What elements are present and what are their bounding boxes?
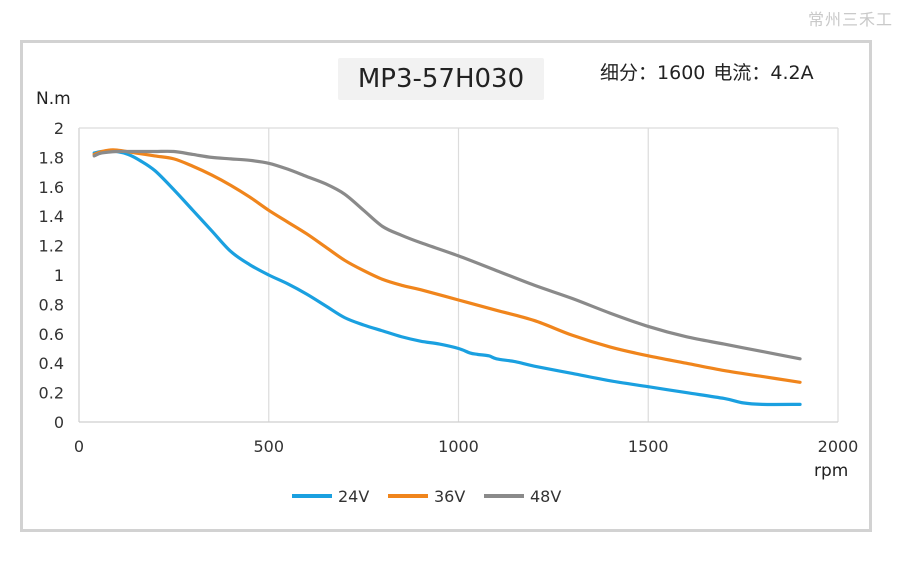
y-axis-label: N.m bbox=[36, 89, 71, 109]
series-line-36V bbox=[92, 148, 802, 384]
grid-lines bbox=[78, 127, 839, 423]
tick-labels: 0 0.2 0.4 0.6 0.8 1 1.2 1.4 1.6 1.8 2 0 500 1000 1500 2… bbox=[39, 119, 859, 456]
legend-label-36V: 36V bbox=[434, 487, 465, 506]
subdivision-label: 细分： bbox=[600, 62, 658, 84]
chart-title: MP3-57H030 bbox=[357, 64, 525, 94]
y-tick-label: 0.4 bbox=[39, 354, 64, 373]
x-tick-label: 2000 bbox=[818, 437, 859, 456]
subdivision-value: 1600 bbox=[657, 62, 706, 84]
legend-label-48V: 48V bbox=[530, 487, 561, 506]
x-tick-label: 500 bbox=[253, 437, 284, 456]
watermark-text: 常州三禾工 bbox=[807, 10, 893, 29]
y-tick-label: 1 bbox=[54, 266, 64, 285]
x-tick-label: 0 bbox=[74, 437, 84, 456]
x-axis-label: rpm bbox=[814, 461, 848, 481]
y-tick-label: 2 bbox=[54, 119, 64, 138]
current-label: 电流： bbox=[713, 62, 771, 84]
series-lines bbox=[92, 148, 802, 407]
y-tick-label: 1.8 bbox=[39, 148, 64, 167]
y-tick-label: 0 bbox=[54, 413, 64, 432]
title-background bbox=[338, 58, 544, 100]
legend: 24V 36V 48V bbox=[292, 487, 561, 506]
y-tick-label: 0.6 bbox=[39, 325, 64, 344]
chart-frame bbox=[20, 40, 872, 532]
y-tick-label: 0.8 bbox=[39, 295, 64, 314]
y-tick-label: 1.2 bbox=[39, 237, 64, 256]
series-line-24V bbox=[92, 149, 802, 407]
x-tick-label: 1500 bbox=[628, 437, 669, 456]
current-value: 4.2A bbox=[770, 62, 814, 84]
series-line-48V bbox=[92, 149, 802, 361]
x-tick-label: 1000 bbox=[438, 437, 479, 456]
y-tick-label: 1.4 bbox=[39, 207, 64, 226]
legend-label-24V: 24V bbox=[338, 487, 369, 506]
y-tick-label: 0.2 bbox=[39, 384, 64, 403]
y-tick-label: 1.6 bbox=[39, 178, 64, 197]
spec-text: 细分：1600 电流：4.2A bbox=[600, 58, 820, 85]
